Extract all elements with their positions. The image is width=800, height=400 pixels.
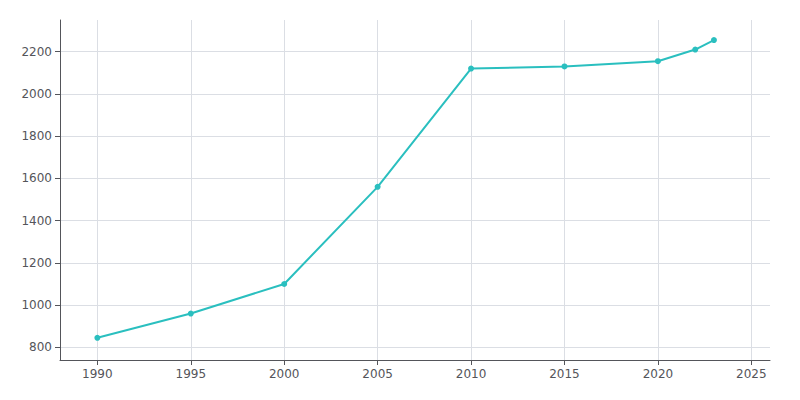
svg-text:2015: 2015 — [549, 367, 580, 381]
svg-text:2005: 2005 — [362, 367, 393, 381]
svg-text:2020: 2020 — [643, 367, 674, 381]
svg-text:2025: 2025 — [736, 367, 767, 381]
svg-text:1200: 1200 — [21, 256, 52, 270]
svg-text:2010: 2010 — [456, 367, 487, 381]
svg-text:1800: 1800 — [21, 129, 52, 143]
svg-text:1600: 1600 — [21, 171, 52, 185]
svg-text:1000: 1000 — [21, 298, 52, 312]
svg-text:1400: 1400 — [21, 214, 52, 228]
svg-text:1995: 1995 — [176, 367, 207, 381]
svg-text:800: 800 — [29, 340, 52, 354]
svg-text:2000: 2000 — [21, 87, 52, 101]
svg-text:1990: 1990 — [82, 367, 113, 381]
svg-text:2200: 2200 — [21, 45, 52, 59]
svg-text:2000: 2000 — [269, 367, 300, 381]
